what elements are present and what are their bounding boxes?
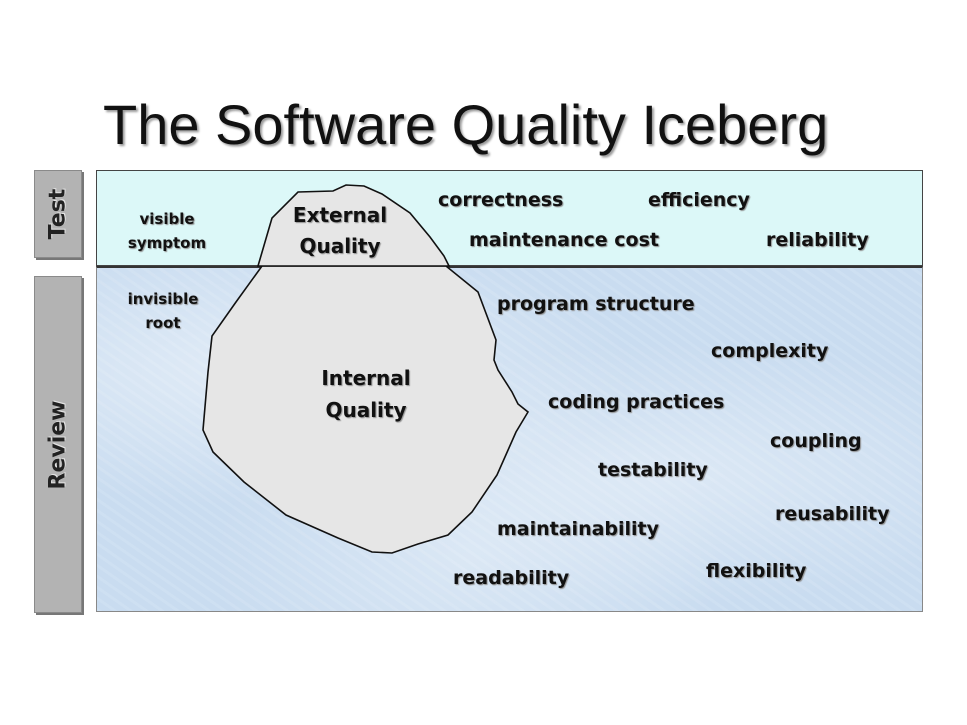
external-quality-label: External Quality [281,200,399,262]
attribute-testability: testability [598,459,708,481]
attribute-reliability: reliability [766,229,869,251]
internal-quality-line-1: Internal [321,366,411,390]
diagram-title: The Software Quality Iceberg [103,93,829,156]
iceberg-body [202,265,530,554]
internal-quality-line-2: Quality [325,398,407,422]
attribute-program-structure: program structure [497,293,695,315]
internal-quality-label: Internal Quality [304,362,428,426]
external-quality-line-2: Quality [299,234,381,258]
invisible-root-line-2: root [145,314,181,332]
iceberg-tip [256,184,451,267]
visible-symptom-line-1: visible [139,210,195,228]
attribute-flexibility: flexibility [706,560,807,582]
visible-symptom-line-2: symptom [127,234,207,252]
attribute-coding-practices: coding practices [548,391,725,413]
attribute-readability: readability [453,567,570,589]
visible-symptom-note: visible symptom [118,207,216,255]
test-section-tab: Test [34,170,82,258]
attribute-reusability: reusability [775,503,890,525]
attribute-correctness: correctness [438,189,564,211]
surface-water-band [96,170,923,266]
invisible-root-note: invisible root [114,287,212,335]
attribute-maintainability: maintainability [497,518,660,540]
invisible-root-line-1: invisible [127,290,199,308]
review-section-tab: Review [34,276,82,613]
attribute-maintenance-cost: maintenance cost [469,229,659,251]
attribute-complexity: complexity [711,340,829,362]
attribute-coupling: coupling [770,430,862,452]
external-quality-line-1: External [292,203,388,227]
attribute-efficiency: efficiency [648,189,750,211]
